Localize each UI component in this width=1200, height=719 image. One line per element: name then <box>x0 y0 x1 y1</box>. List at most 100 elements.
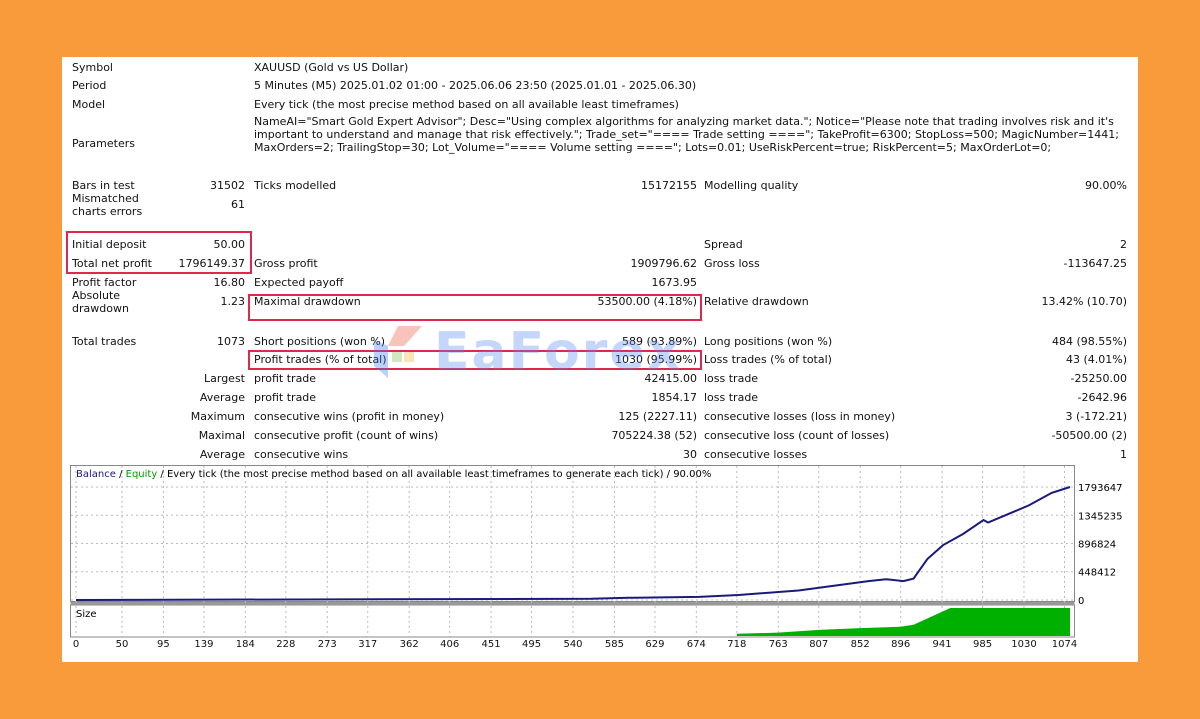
x-tick-label: 585 <box>604 639 624 650</box>
row-value: NameAI="Smart Gold Expert Advisor"; Desc… <box>254 115 1119 154</box>
stat-value-1: Average <box>199 391 245 404</box>
x-tick-label: 139 <box>194 639 214 650</box>
x-tick-label: 763 <box>768 639 788 650</box>
stat-label-3: loss trade <box>704 391 759 404</box>
x-tick-label: 1030 <box>1011 639 1037 650</box>
stat-label-2: Profit trades (% of total) <box>254 353 387 366</box>
x-tick-label: 985 <box>973 639 993 650</box>
highlight-deposit-profit <box>66 231 252 274</box>
stat-value-3: -2642.96 <box>1077 391 1127 404</box>
x-tick-label: 495 <box>522 639 542 650</box>
stat-value-2: 589 (93.89%) <box>621 335 697 348</box>
stat-label-2: Gross profit <box>254 257 318 270</box>
stat-value-1: Average <box>199 448 245 461</box>
balance-line <box>75 486 1071 601</box>
stat-label-2: consecutive wins <box>254 448 349 461</box>
row-value: Every tick (the most precise method base… <box>254 98 679 111</box>
stat-value-1: 31502 <box>210 179 245 192</box>
stat-label-3: Loss trades (% of total) <box>704 353 832 366</box>
stat-value-2: 1909796.62 <box>630 257 697 270</box>
balance-plot-frame <box>70 465 1075 602</box>
size-area <box>736 608 1070 636</box>
stat-value-3: -50500.00 (2) <box>1051 429 1127 442</box>
stat-value-3: -113647.25 <box>1063 257 1127 270</box>
stat-value-1: Maximal <box>198 429 245 442</box>
stat-label-2: Short positions (won %) <box>254 335 386 348</box>
highlight-profit-trades <box>248 350 702 370</box>
x-tick-label: 184 <box>235 639 255 650</box>
x-tick-label: 852 <box>850 639 870 650</box>
stat-label-3: Modelling quality <box>704 179 799 192</box>
y-tick-label: 448412 <box>1078 568 1116 579</box>
stat-value-2: 42415.00 <box>644 372 698 385</box>
stat-value-1: 50.00 <box>213 238 246 251</box>
stat-label-3: Spread <box>704 238 743 251</box>
stat-label-2: Maximal drawdown <box>254 295 361 308</box>
stat-value-2: 15172155 <box>641 179 697 192</box>
stat-label-1: Total net profit <box>72 257 152 270</box>
y-tick-label: 1793647 <box>1078 483 1123 494</box>
stat-value-2: 1854.17 <box>651 391 698 404</box>
x-tick-label: 362 <box>399 639 419 650</box>
stat-value-1: 16.80 <box>213 276 246 289</box>
stat-label-1: Mismatched charts errors <box>72 192 143 218</box>
stat-value-2: 705224.38 (52) <box>611 429 697 442</box>
stat-label-1: Bars in test <box>72 179 135 192</box>
row-label: Symbol <box>72 61 113 74</box>
x-tick-label: 629 <box>645 639 665 650</box>
row-value: XAUUSD (Gold vs US Dollar) <box>254 61 409 74</box>
stat-value-1: 1796149.37 <box>178 257 245 270</box>
x-tick-label: 674 <box>686 639 706 650</box>
stat-label-2: consecutive wins (profit in money) <box>254 410 445 423</box>
stat-value-2: 30 <box>683 448 697 461</box>
stat-label-1: Absolute drawdown <box>72 289 129 315</box>
stat-value-2: 53500.00 (4.18%) <box>597 295 697 308</box>
highlight-maximal-drawdown <box>248 294 702 321</box>
y-tick-label: 0 <box>1078 596 1084 607</box>
y-tick-label: 896824 <box>1078 540 1116 551</box>
stat-label-2: profit trade <box>254 372 317 385</box>
stat-label-3: consecutive losses <box>704 448 808 461</box>
stat-label-3: Relative drawdown <box>704 295 809 308</box>
stat-label-2: consecutive profit (count of wins) <box>254 429 439 442</box>
x-tick-label: 0 <box>72 639 80 650</box>
stat-label-2: Ticks modelled <box>254 179 337 192</box>
stat-label-1: Initial deposit <box>72 238 147 251</box>
stat-value-2: 125 (2227.11) <box>618 410 697 423</box>
x-tick-label: 317 <box>358 639 378 650</box>
stat-label-2: Expected payoff <box>254 276 344 289</box>
y-tick-label: 1345235 <box>1078 511 1123 522</box>
stat-value-3: 90.00% <box>1085 179 1127 192</box>
stat-value-1: 1073 <box>217 335 245 348</box>
panel-separator <box>70 602 1075 605</box>
stat-label-1: Total trades <box>72 335 137 348</box>
stat-value-1: 61 <box>231 198 245 211</box>
stat-label-3: Gross loss <box>704 257 760 270</box>
stat-label-2: profit trade <box>254 391 317 404</box>
stat-value-3: -25250.00 <box>1070 372 1127 385</box>
x-tick-label: 807 <box>809 639 829 650</box>
x-tick-label: 451 <box>481 639 501 650</box>
x-tick-label: 540 <box>563 639 583 650</box>
x-tick-label: 896 <box>891 639 911 650</box>
stat-value-3: 43 (4.01%) <box>1065 353 1127 366</box>
stat-label-1: Profit factor <box>72 276 137 289</box>
stat-value-2: 1030 (95.99%) <box>614 353 697 366</box>
x-tick-label: 95 <box>157 639 170 650</box>
x-tick-label: 50 <box>115 639 129 650</box>
x-tick-label: 273 <box>317 639 337 650</box>
row-label: Period <box>72 79 107 92</box>
stat-label-3: consecutive loss (count of losses) <box>704 429 890 442</box>
stat-value-3: 3 (-172.21) <box>1065 410 1127 423</box>
size-label: Size <box>76 609 97 620</box>
stat-value-3: 1 <box>1120 448 1127 461</box>
x-tick-label: 941 <box>932 639 952 650</box>
stat-label-3: Long positions (won %) <box>704 335 833 348</box>
row-label: Parameters <box>72 137 135 150</box>
stat-value-1: 1.23 <box>220 295 246 308</box>
chart-legend: Balance / Equity / Every tick (the most … <box>76 469 711 480</box>
stat-value-2: 1673.95 <box>651 276 698 289</box>
stat-value-3: 2 <box>1120 238 1127 251</box>
x-axis: 0 50 95 139 184 228 273 317 362 406 451 495 540 585 62… <box>70 639 1132 653</box>
stat-value-1: Largest <box>204 372 245 385</box>
